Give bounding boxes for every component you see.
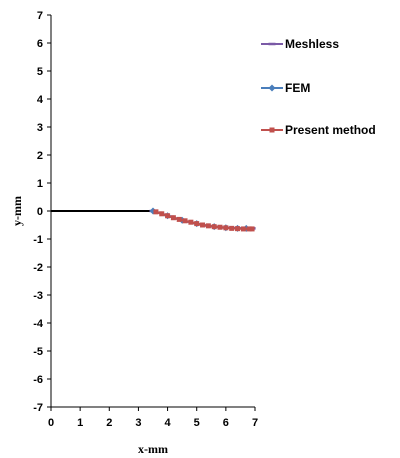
y-tick-label: 5 [37, 66, 43, 78]
x-tick-label: 5 [194, 417, 200, 429]
y-tick-label: 0 [37, 206, 43, 218]
data-point [223, 225, 229, 231]
data-point [211, 224, 217, 230]
y-tick-label: -4 [33, 318, 44, 330]
data-point [235, 226, 241, 232]
data-point [249, 226, 255, 232]
y-tick-label: 3 [37, 122, 43, 134]
x-tick-label: 6 [223, 417, 229, 429]
data-point [200, 222, 206, 228]
y-tick-label: 2 [37, 150, 43, 162]
data-point [194, 221, 200, 227]
y-tick-label: 4 [37, 94, 44, 106]
x-tick-label: 3 [135, 417, 141, 429]
y-tick-label: 1 [37, 178, 43, 190]
data-point [246, 226, 252, 232]
data-point [165, 213, 171, 219]
x-tick-label: 0 [48, 417, 54, 429]
data-point [240, 226, 246, 232]
y-tick-label: -7 [33, 402, 43, 414]
y-tick-label: 6 [37, 38, 43, 50]
data-point [217, 224, 223, 230]
y-tick-label: 7 [37, 10, 43, 22]
legend-label: Meshless [285, 37, 339, 51]
legend-swatch-marker [268, 84, 276, 92]
data-point [159, 211, 165, 217]
legend-item: FEM [261, 81, 310, 95]
legend-item: Meshless [261, 37, 339, 51]
x-tick-label: 2 [106, 417, 112, 429]
series-present-method [153, 209, 255, 232]
y-tick-label: -3 [33, 290, 43, 302]
y-tick-label: -2 [33, 262, 43, 274]
legend-label: FEM [285, 81, 310, 95]
x-tick-label: 7 [252, 417, 258, 429]
y-axis-title: y-mm [10, 196, 24, 226]
data-point [182, 218, 188, 224]
data-point [188, 219, 194, 225]
data-point [153, 209, 159, 215]
x-tick-label: 4 [165, 417, 172, 429]
x-tick-label: 1 [77, 417, 83, 429]
legend-item: Present method [261, 123, 376, 137]
data-point [229, 225, 235, 231]
data-point [176, 216, 182, 222]
legend-swatch-marker [269, 127, 275, 133]
data-point [170, 215, 176, 221]
legend-label: Present method [285, 123, 376, 137]
data-point [205, 223, 211, 229]
y-tick-label: -6 [33, 374, 43, 386]
y-tick-label: -5 [33, 346, 43, 358]
y-tick-label: -1 [33, 234, 43, 246]
x-axis-title: x-mm [138, 442, 168, 456]
